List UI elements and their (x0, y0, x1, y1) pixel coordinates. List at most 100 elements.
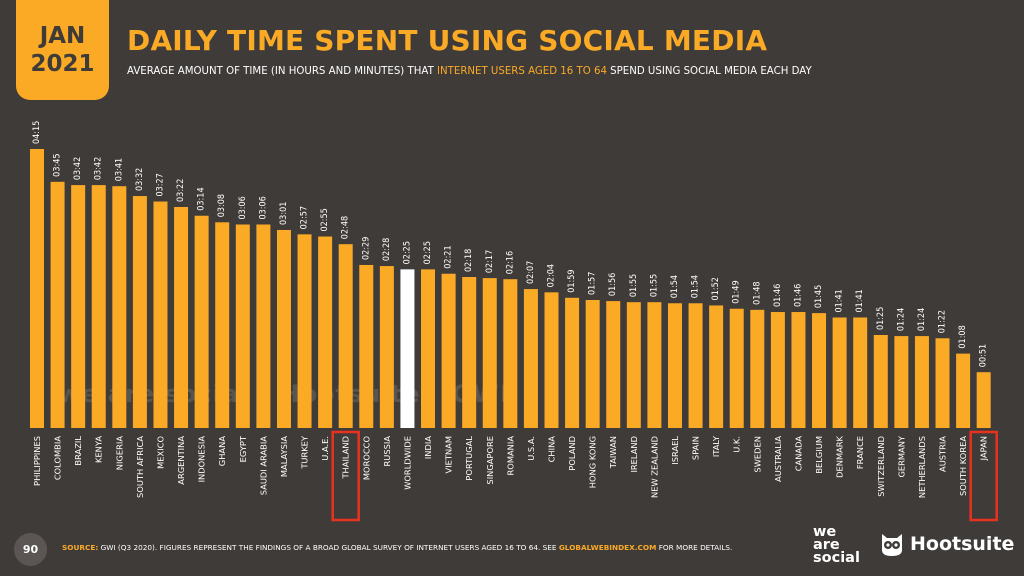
data-label: 01:54 (670, 275, 680, 298)
category-label: AUSTRIA (938, 436, 948, 472)
bar-italy (709, 305, 724, 428)
category-label: MOROCCO (361, 436, 371, 481)
category-label: BRAZIL (73, 436, 83, 466)
category-label: VIETNAM (444, 436, 454, 473)
category-label: SPAIN (691, 436, 701, 460)
bar-japan (976, 372, 991, 428)
bar-switzerland (873, 335, 888, 428)
subtitle-post: SPEND USING SOCIAL MEDIA EACH DAY (606, 66, 812, 77)
category-label: WORLDWIDE (402, 436, 412, 490)
category-label: MEXICO (155, 436, 165, 469)
category-label: PHILIPPINES (32, 436, 42, 486)
bar-mexico (153, 201, 168, 428)
bar-canada (791, 312, 806, 428)
data-label: 01:55 (629, 274, 639, 297)
subtitle-highlight: INTERNET USERS AGED 16 TO 64 (437, 66, 607, 77)
logo-was-line-3: social (813, 550, 860, 566)
bar-netherlands (914, 336, 929, 428)
logo-was-line-2: are (813, 537, 840, 553)
highlight-box (331, 430, 360, 522)
data-label: 03:42 (73, 157, 83, 180)
date-badge: JAN 2021 (16, 0, 109, 100)
bar-belgium (812, 313, 827, 428)
data-label: 01:52 (711, 277, 721, 300)
bar-romania (503, 279, 518, 428)
data-label: 01:49 (732, 280, 742, 303)
category-label: BELGIUM (814, 436, 824, 474)
bar-u-a-e (318, 236, 333, 428)
data-label: 03:01 (279, 202, 289, 225)
data-label: 03:14 (197, 187, 207, 210)
category-label: EGYPT (238, 435, 248, 462)
bar-poland (565, 297, 580, 428)
highlight-box (969, 430, 998, 522)
bar-egypt (235, 224, 250, 428)
data-label: 00:51 (979, 344, 989, 367)
category-label: NETHERLANDS (917, 436, 927, 498)
data-label: 02:17 (485, 250, 495, 273)
category-label: KENYA (94, 436, 104, 463)
bar-colombia (50, 181, 65, 428)
bar-spain (688, 303, 703, 428)
bar-indonesia (194, 215, 209, 428)
data-label: 02:57 (300, 206, 310, 229)
bar-brazil (71, 185, 86, 428)
data-label: 01:46 (793, 284, 803, 307)
category-label: INDONESIA (197, 436, 207, 483)
data-label: 01:54 (691, 275, 701, 298)
bar-morocco (359, 264, 374, 428)
data-label: 01:57 (588, 272, 598, 295)
bar-austria (935, 338, 950, 428)
owl-icon (882, 534, 902, 556)
data-label: 01:41 (835, 289, 845, 312)
bar-israel (667, 303, 682, 428)
category-label: TAIWAN (608, 436, 618, 469)
category-label: JAPAN (979, 436, 989, 461)
data-label: 02:55 (320, 208, 330, 231)
page-title: DAILY TIME SPENT USING SOCIAL MEDIA (127, 24, 768, 57)
bar-south-korea (956, 353, 971, 428)
category-label: GERMANY (896, 435, 906, 477)
bar-thailand (338, 244, 353, 428)
source-text: GWI (Q3 2020). FIGURES REPRESENT THE FIN… (98, 543, 559, 552)
date-year: 2021 (30, 51, 95, 77)
data-label: 01:55 (649, 274, 659, 297)
page-subtitle: AVERAGE AMOUNT OF TIME (IN HOURS AND MIN… (127, 66, 812, 77)
category-label: IRELAND (629, 436, 639, 473)
data-label: 01:24 (896, 308, 906, 331)
data-label: 03:27 (155, 173, 165, 196)
category-label: FRANCE (855, 436, 865, 469)
data-label: 01:56 (608, 273, 618, 296)
data-label: 02:48 (341, 216, 351, 239)
data-label: 03:41 (114, 158, 124, 181)
category-label: SAUDI ARABIA (258, 436, 268, 496)
data-label: 01:46 (773, 284, 783, 307)
data-label: 01:24 (917, 308, 927, 331)
bar-portugal (462, 277, 477, 428)
category-label: NEW ZEALAND (649, 436, 659, 498)
category-label: CHINA (547, 436, 557, 463)
category-label: NIGERIA (114, 436, 124, 471)
bar-germany (894, 336, 909, 428)
bar-u-k (729, 308, 744, 428)
category-label: TURKEY (300, 435, 310, 470)
source-link[interactable]: GLOBALWEBINDEX.COM (558, 543, 657, 552)
bar-russia (379, 266, 394, 428)
data-label: 02:16 (505, 251, 515, 274)
bar-denmark (832, 317, 847, 428)
data-label: 03:32 (135, 168, 145, 191)
category-label: SINGAPORE (485, 436, 495, 485)
bar-singapore (482, 278, 497, 428)
logo-was-line-1: we (813, 524, 837, 540)
bar-south-africa (132, 196, 147, 428)
category-label: ITALY (711, 435, 721, 457)
bar-philippines (30, 149, 44, 428)
data-label: 02:21 (444, 245, 454, 268)
bar-worldwide (400, 269, 415, 428)
bar-hong-kong (585, 299, 600, 428)
bar-china (544, 292, 559, 428)
hootsuite-wordmark: Hootsuite (910, 533, 1015, 555)
data-label: 02:04 (547, 264, 557, 287)
category-label: GHANA (217, 436, 227, 467)
date-month: JAN (39, 23, 86, 49)
